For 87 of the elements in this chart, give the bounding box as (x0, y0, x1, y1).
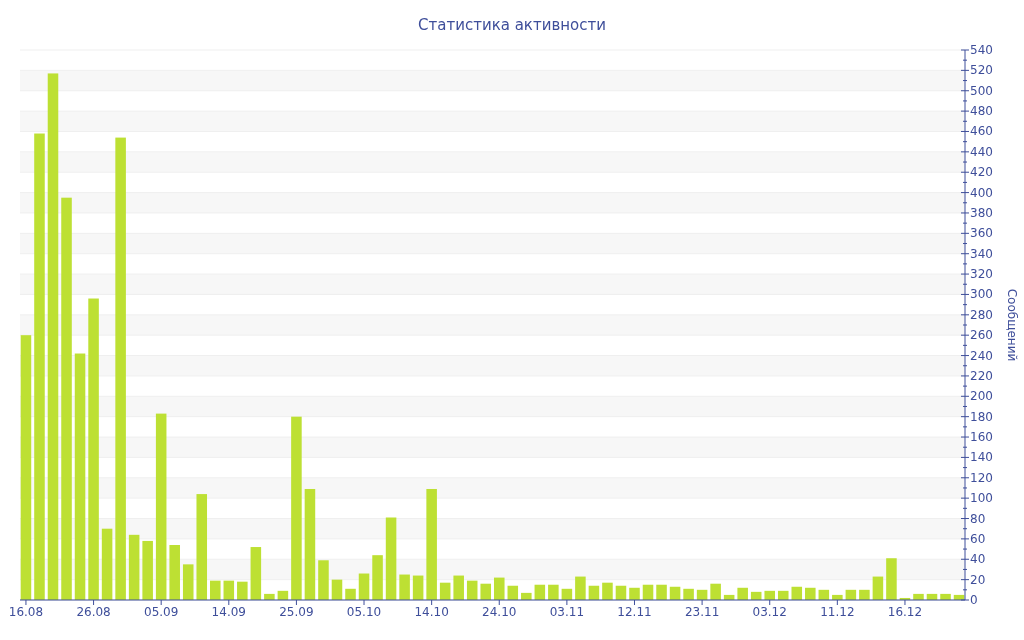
bar (182, 564, 194, 600)
x-tick-label: 26.08 (76, 605, 111, 619)
bar (575, 576, 586, 600)
y-tick-label: 320 (970, 267, 993, 282)
bar (345, 588, 356, 600)
bar (777, 590, 789, 600)
bar (453, 575, 464, 600)
bar (318, 560, 329, 600)
bar (372, 555, 383, 600)
bar (859, 589, 870, 600)
y-tick-label: 60 (970, 531, 986, 546)
y-tick-label: 300 (970, 287, 993, 302)
x-tick-label: 11.12 (820, 605, 855, 619)
bar (291, 416, 302, 600)
bar (480, 583, 492, 600)
bar (886, 558, 897, 600)
y-tick-label: 500 (970, 83, 993, 98)
x-tick-label: 14.09 (211, 605, 246, 619)
y-tick-label: 20 (970, 572, 986, 587)
bar (47, 73, 59, 600)
y-tick-label: 120 (970, 470, 993, 485)
bar (61, 197, 72, 600)
bar (88, 298, 99, 600)
bar (20, 335, 32, 600)
x-tick-label: 24.10 (482, 605, 517, 619)
y-tick-label: 180 (970, 409, 993, 424)
bar (737, 587, 748, 600)
y-tick-label: 480 (970, 104, 993, 119)
y-tick-label: 400 (970, 185, 993, 200)
bar (142, 540, 153, 600)
y-tick-label: 440 (970, 144, 993, 159)
y-tick-label: 0 (970, 593, 978, 607)
bar (710, 583, 721, 600)
bar (358, 573, 370, 600)
bar (74, 353, 86, 600)
bar (210, 580, 221, 600)
bar (656, 584, 667, 600)
y-tick-label: 200 (970, 389, 993, 404)
x-tick-label: 05.09 (144, 605, 179, 619)
x-tick-label: 16.08 (8, 605, 44, 619)
x-tick-label: 03.11 (549, 605, 585, 619)
bar (426, 488, 437, 600)
y-tick-label: 140 (970, 450, 993, 465)
bar (629, 587, 640, 600)
y-tick-label: 340 (970, 246, 993, 261)
y-tick-label: 240 (970, 348, 993, 363)
x-tick-label: 25.09 (279, 605, 314, 619)
x-tick-label: 05.10 (346, 605, 382, 619)
y-tick-label: 220 (970, 368, 993, 383)
bar (115, 137, 126, 600)
x-tick-label: 14.10 (414, 605, 449, 619)
x-tick-label: 12.11 (617, 605, 652, 619)
y-axis-title: Сообщений (1005, 288, 1019, 362)
x-tick-label: 03.12 (752, 605, 787, 619)
y-tick-label: 40 (970, 552, 986, 567)
bar (250, 547, 262, 600)
bar (155, 413, 167, 600)
bar (764, 590, 775, 600)
x-tick-label: 23.11 (684, 605, 720, 619)
bar (101, 528, 113, 600)
y-tick-label: 160 (970, 430, 993, 445)
bar (304, 488, 316, 600)
bar (34, 133, 45, 600)
y-tick-label: 540 (970, 43, 993, 57)
bar (493, 577, 505, 600)
bar (791, 586, 803, 600)
bar (602, 582, 613, 600)
chart-title: Статистика активности (418, 16, 606, 34)
y-tick-label: 360 (970, 226, 993, 241)
bar (196, 494, 208, 600)
x-tick-label: 16.12 (887, 605, 923, 619)
bar (399, 574, 410, 600)
bar (548, 584, 559, 600)
y-tick-label: 280 (970, 307, 993, 322)
y-tick-label: 100 (970, 491, 993, 506)
y-tick-label: 80 (970, 511, 986, 526)
bar (683, 588, 694, 600)
y-tick-label: 420 (970, 165, 993, 180)
y-tick-label: 260 (970, 328, 993, 343)
bar (128, 534, 140, 600)
bar (169, 545, 180, 600)
bar (237, 581, 248, 600)
bar (805, 587, 816, 600)
y-tick-label: 460 (970, 124, 993, 139)
y-tick-label: 520 (970, 63, 993, 78)
bar (385, 517, 397, 600)
y-tick-label: 380 (970, 205, 993, 220)
